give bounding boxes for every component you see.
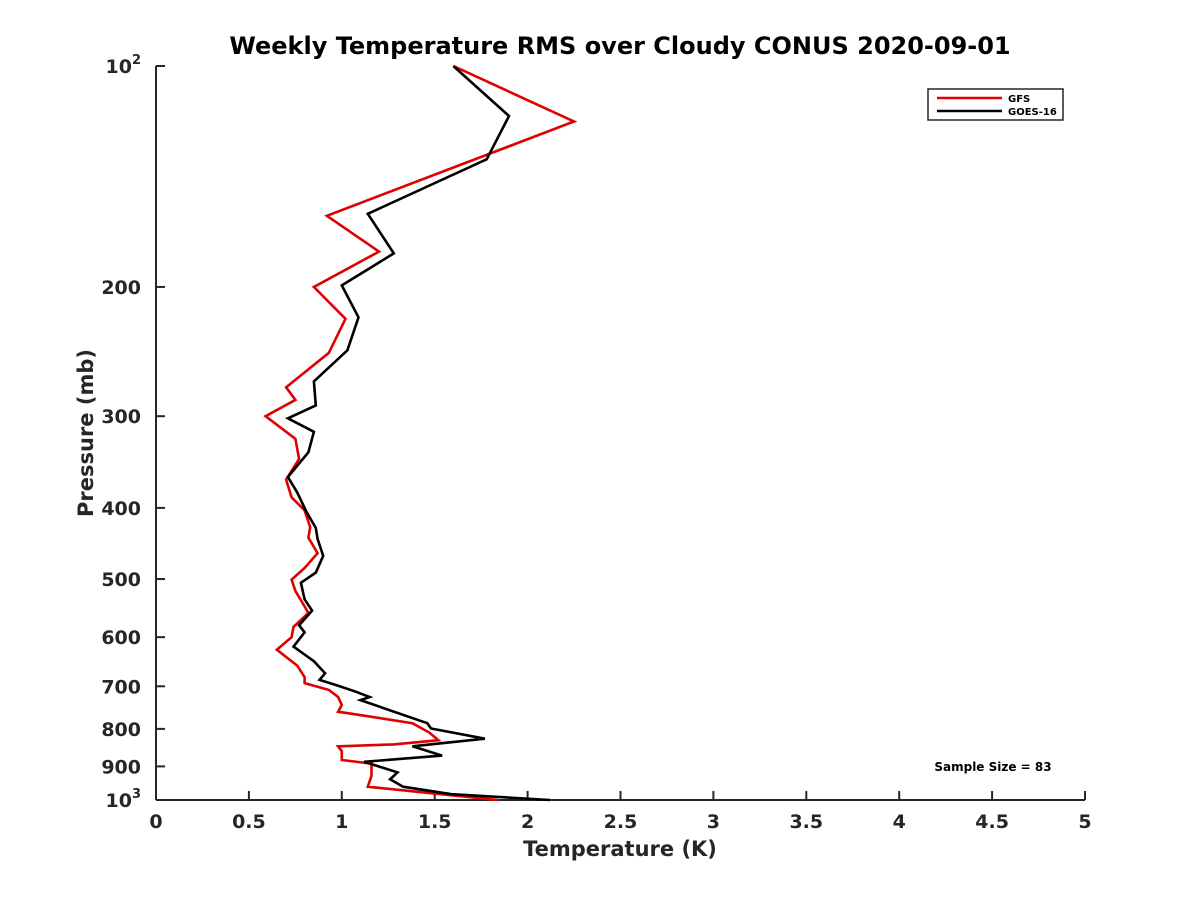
x-tick-label: 2 xyxy=(521,811,534,833)
y-tick-label: 300 xyxy=(101,406,141,428)
legend-label: GOES-16 xyxy=(1008,107,1057,118)
x-tick-label: 4.5 xyxy=(975,811,1009,833)
x-tick-label: 0 xyxy=(149,811,162,833)
y-tick-label: 900 xyxy=(101,756,141,778)
legend-box xyxy=(927,88,1064,121)
x-tick-label: 1.5 xyxy=(418,811,452,833)
y-tick-label: 500 xyxy=(101,569,141,591)
x-tick-label: 5 xyxy=(1078,811,1091,833)
legend-label: GFS xyxy=(1008,94,1030,105)
x-tick-label: 4 xyxy=(893,811,906,833)
plot-area: 0 0.5 1 1.5 2 2.5 3 3.5 4 4.5 51022003004005006007… xyxy=(101,53,1091,833)
series-line-goes-16 xyxy=(284,65,550,802)
chart-title: Weekly Temperature RMS over Cloudy CONUS… xyxy=(229,32,1010,60)
x-tick-label: 2.5 xyxy=(604,811,638,833)
y-axis-label: Pressure (mb) xyxy=(74,349,98,517)
legend: GFS GOES-16 xyxy=(927,88,1064,121)
x-axis-label: Temperature (K) xyxy=(523,837,717,861)
y-tick-label: 400 xyxy=(101,498,141,520)
sample-size-annotation: Sample Size = 83 xyxy=(934,760,1051,774)
y-tick-label: 600 xyxy=(101,627,141,649)
x-tick-label: 0.5 xyxy=(232,811,266,833)
y-tick-label: 800 xyxy=(101,719,141,741)
y-tick-label: 200 xyxy=(101,277,141,299)
x-tick-label: 3 xyxy=(707,811,720,833)
x-tick-label: 1 xyxy=(335,811,348,833)
x-tick-label: 3.5 xyxy=(789,811,823,833)
y-tick-label: 700 xyxy=(101,676,141,698)
